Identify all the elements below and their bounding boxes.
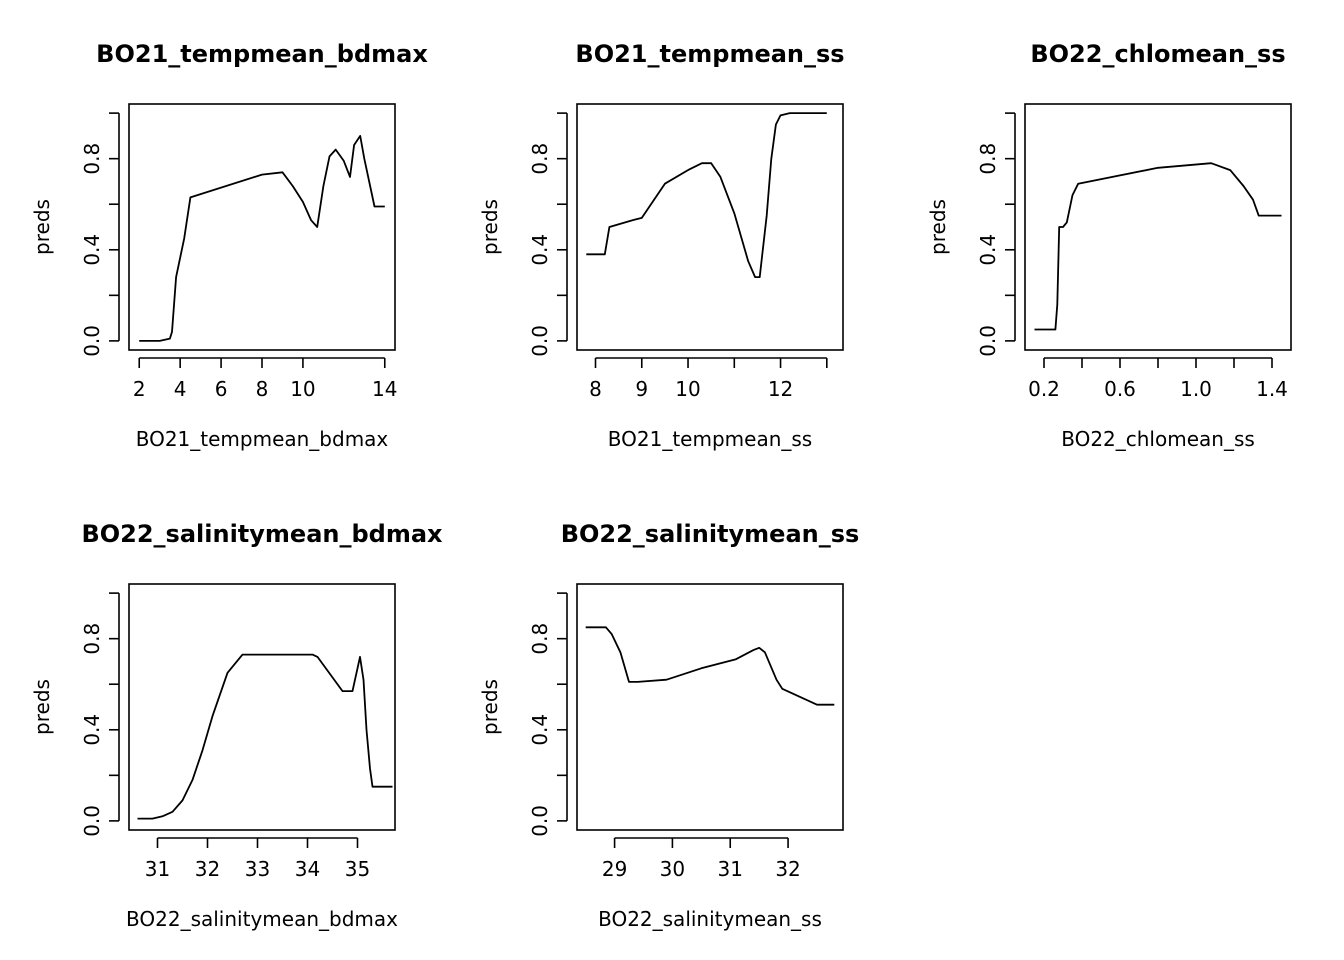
x-tick-label: 1.4: [1256, 377, 1288, 401]
panel-2: BO21_tempmean_ss 8 9 10 12 0.0 0.4 0.8 BO21_temp…: [478, 40, 845, 451]
plot-frame: [1024, 103, 1292, 351]
x-tick-label: 0.2: [1028, 377, 1060, 401]
plot-frame: [128, 583, 396, 831]
y-axis-label: preds: [30, 199, 54, 255]
y-tick-label: 0.0: [528, 805, 552, 837]
x-axis-label: BO22_chlomean_ss: [1061, 427, 1255, 451]
y-tick-label: 0.0: [80, 325, 104, 357]
x-tick-label: 31: [145, 857, 170, 881]
x-tick-label: 4: [174, 377, 187, 401]
x-tick-label: 32: [195, 857, 220, 881]
plot-title: BO21_tempmean_bdmax: [96, 40, 428, 68]
x-tick-label: 35: [345, 857, 370, 881]
x-tick-label: 10: [290, 377, 315, 401]
y-tick-label: 0.4: [528, 234, 552, 266]
x-axis-label: BO22_salinitymean_bdmax: [126, 907, 398, 931]
series-line-1: [137, 653, 393, 820]
y-tick-label: 0.0: [528, 325, 552, 357]
y-tick-label: 0.4: [80, 234, 104, 266]
y-tick-label: 0.8: [528, 623, 552, 655]
y-axis-label: preds: [478, 679, 502, 735]
y-tick-label: 0.8: [976, 143, 1000, 175]
x-tick-label: 12: [768, 377, 793, 401]
x-tick-label: 10: [675, 377, 700, 401]
y-tick-label: 0.4: [528, 714, 552, 746]
x-tick-label: 2: [133, 377, 146, 401]
plot-title: BO22_chlomean_ss: [1030, 40, 1285, 68]
plot-frame: [128, 103, 396, 351]
x-tick-label: 8: [256, 377, 269, 401]
x-tick-label: 14: [372, 377, 397, 401]
plot-frame: [576, 103, 844, 351]
x-tick-label: 6: [215, 377, 228, 401]
plot-frame: [576, 583, 844, 831]
panel-5: BO22_salinitymean_ss 29 30 31 32 0.0 0.4 0.8 BO2…: [478, 520, 859, 931]
y-tick-label: 0.0: [80, 805, 104, 837]
x-tick-label: 34: [295, 857, 320, 881]
plot-title: BO22_salinitymean_ss: [561, 520, 860, 548]
y-tick-label: 0.8: [528, 143, 552, 175]
x-axis-label: BO22_salinitymean_ss: [598, 907, 822, 931]
x-tick-label: 1.0: [1180, 377, 1212, 401]
x-axis-label: BO21_tempmean_ss: [608, 427, 812, 451]
x-tick-label: 31: [718, 857, 743, 881]
y-tick-label: 0.8: [80, 143, 104, 175]
panel-1: BO21_tempmean_bdmax 2 4 6 8 10 14 0.0 0.4 0.8 BO21…: [30, 40, 428, 451]
x-axis-label: BO21_tempmean_bdmax: [136, 427, 389, 451]
x-tick-label: 30: [660, 857, 685, 881]
series-line-1: [585, 626, 835, 706]
panel-4: BO22_salinitymean_bdmax 31 32 33 34 35 0.0 0.4 0…: [30, 520, 443, 931]
x-tick-label: 8: [589, 377, 602, 401]
y-tick-label: 0.4: [80, 714, 104, 746]
x-tick-label: 29: [602, 857, 627, 881]
x-tick-label: 33: [245, 857, 270, 881]
y-axis-label: preds: [478, 199, 502, 255]
y-axis-label: preds: [30, 679, 54, 735]
y-tick-label: 0.8: [80, 623, 104, 655]
y-axis-label: preds: [926, 199, 950, 255]
series-line-1: [586, 112, 827, 279]
series-line-1: [1034, 162, 1282, 331]
plot-title: BO21_tempmean_ss: [575, 40, 844, 68]
plot-title: BO22_salinitymean_bdmax: [81, 520, 443, 548]
y-tick-label: 0.0: [976, 325, 1000, 357]
x-tick-label: 9: [635, 377, 648, 401]
x-tick-label: 0.6: [1104, 377, 1136, 401]
series-line-1: [139, 134, 385, 342]
x-tick-label: 32: [775, 857, 800, 881]
panel-3: BO22_chlomean_ss 0.2 0.6 1.0 1.4 0.0 0.4 0.8 BO2…: [926, 40, 1292, 451]
y-tick-label: 0.4: [976, 234, 1000, 266]
